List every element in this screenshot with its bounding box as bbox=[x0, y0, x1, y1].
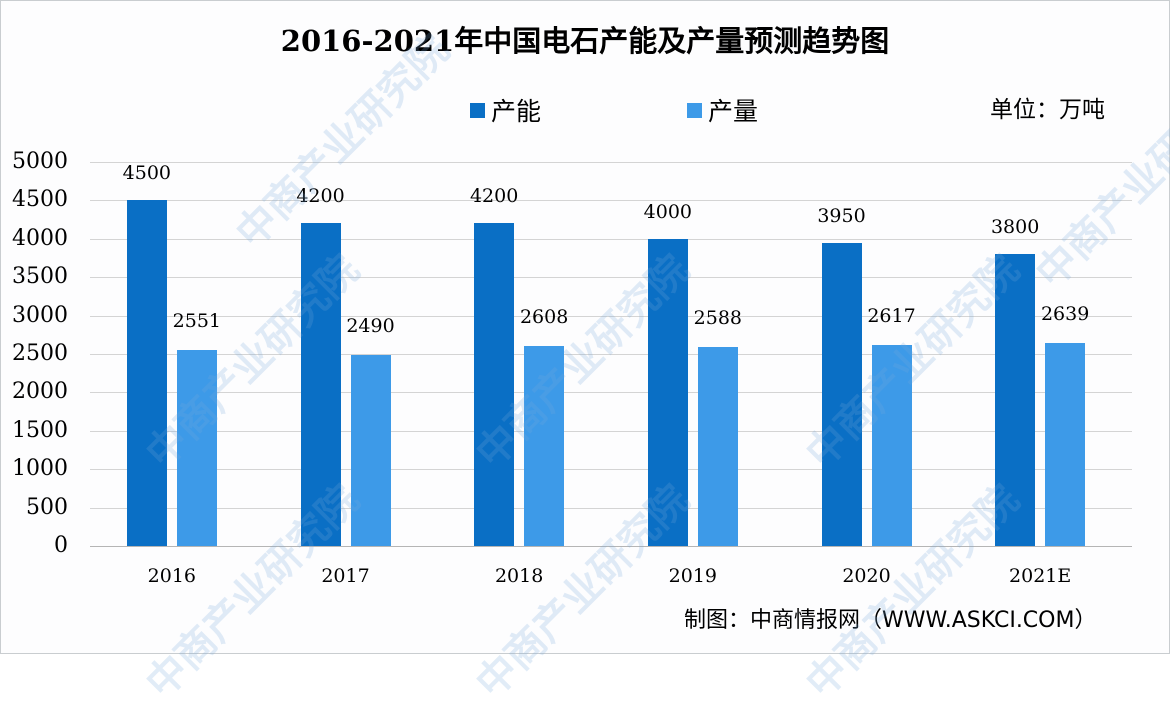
x-tick-label: 2016 bbox=[147, 565, 196, 587]
gridline bbox=[90, 315, 1132, 317]
source-note: 制图：中商情报网（WWW.ASKCI.COM） bbox=[684, 608, 1097, 633]
gridline bbox=[90, 277, 1132, 279]
y-tick-label: 3000 bbox=[12, 302, 68, 328]
y-tick-label: 2000 bbox=[12, 379, 68, 405]
bar-output-2020 bbox=[871, 345, 912, 546]
y-tick-label: 4500 bbox=[12, 187, 68, 213]
bar-output-2017 bbox=[350, 354, 391, 546]
data-label: 2617 bbox=[867, 305, 916, 327]
gridline bbox=[90, 469, 1132, 471]
plot-area: 4500 2551 4200 2490 4200 2608 4000 2588 3950 2617… bbox=[90, 162, 1132, 547]
legend-label-capacity: 产能 bbox=[491, 97, 542, 126]
y-tick-label: 500 bbox=[26, 494, 68, 520]
data-label: 4200 bbox=[296, 185, 345, 208]
legend-item-capacity: 产能 bbox=[470, 92, 541, 128]
data-label: 2490 bbox=[346, 314, 395, 337]
data-label: 2588 bbox=[693, 307, 742, 330]
y-tick-label: 3500 bbox=[12, 264, 68, 290]
data-label: 2551 bbox=[172, 310, 221, 333]
bar-output-2021E bbox=[1045, 343, 1086, 546]
data-label: 2608 bbox=[519, 305, 569, 328]
x-tick-label: 2020 bbox=[842, 565, 891, 587]
bar-capacity-2016 bbox=[126, 200, 167, 546]
x-tick-label: 2021E bbox=[1009, 565, 1072, 587]
y-tick-label: 5000 bbox=[12, 149, 68, 174]
gridline bbox=[90, 430, 1132, 432]
y-tick-label: 1000 bbox=[12, 456, 68, 482]
gridline bbox=[90, 238, 1132, 240]
data-label: 4200 bbox=[469, 185, 519, 208]
x-tick-label: 2017 bbox=[321, 565, 370, 587]
bar-capacity-2020 bbox=[821, 242, 862, 546]
data-label: 2639 bbox=[1040, 303, 1090, 326]
y-tick-label: 1500 bbox=[12, 417, 68, 443]
bar-output-2019 bbox=[697, 347, 738, 546]
chart-title: 2016-2021年中国电石产能及产量预测趋势图 bbox=[280, 24, 890, 58]
data-label: 4500 bbox=[122, 162, 171, 185]
data-label: 3800 bbox=[990, 216, 1040, 239]
x-axis-line bbox=[90, 546, 1132, 547]
data-label: 3950 bbox=[817, 204, 866, 227]
y-tick-label: 4000 bbox=[12, 225, 68, 251]
bar-output-2016 bbox=[176, 350, 217, 546]
x-tick-label: 2019 bbox=[668, 565, 717, 587]
legend-swatch-capacity bbox=[470, 102, 485, 118]
legend-swatch-output bbox=[687, 102, 702, 118]
gridline bbox=[90, 392, 1132, 394]
unit-label: 单位：万吨 bbox=[990, 97, 1105, 123]
legend-item-output: 产量 bbox=[687, 92, 758, 128]
bar-capacity-2021E bbox=[995, 254, 1036, 546]
bar-capacity-2018 bbox=[474, 223, 515, 546]
gridline bbox=[90, 200, 1132, 202]
gridline bbox=[90, 507, 1132, 509]
gridline bbox=[90, 162, 1132, 163]
gridline bbox=[90, 354, 1132, 355]
data-label: 4000 bbox=[643, 200, 692, 223]
bar-output-2018 bbox=[524, 345, 565, 546]
y-tick-label: 2500 bbox=[12, 341, 68, 366]
x-tick-label: 2018 bbox=[494, 565, 544, 587]
bar-capacity-2019 bbox=[647, 238, 688, 546]
y-tick-label: 0 bbox=[54, 533, 68, 558]
legend-label-output: 产量 bbox=[708, 97, 759, 126]
bar-capacity-2017 bbox=[300, 223, 341, 546]
